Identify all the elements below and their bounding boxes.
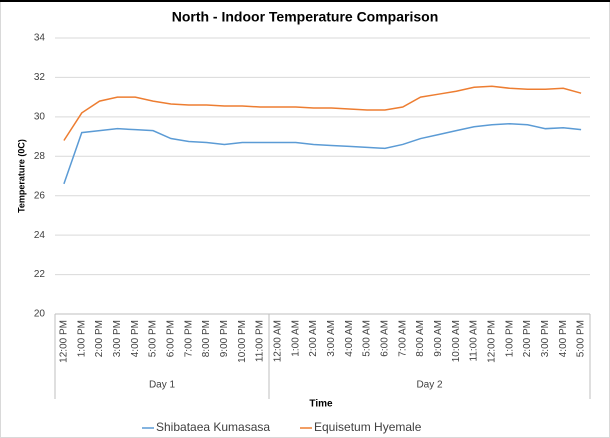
x-axis-title: Time [309,399,333,410]
x-tick-label: 5:00 PM [576,320,587,357]
x-tick-label: 5:00 AM [362,320,373,357]
y-tick-label: 22 [34,269,46,280]
group-label: Day 1 [149,380,176,391]
x-tick-label: 4:00 AM [344,320,355,357]
x-tick-label: 10:00 PM [237,320,248,363]
x-tick-label: 1:00 AM [290,320,301,357]
x-tick-label: 8:00 PM [201,320,212,357]
x-tick-label: 6:00 PM [166,320,177,357]
x-tick-label: 3:00 PM [112,320,123,357]
x-tick-label: 2:00 AM [308,320,319,357]
x-tick-label: 1:00 PM [76,320,87,357]
x-tick-label: 4:00 PM [558,320,569,357]
x-tick-label: 1:00 PM [504,320,515,357]
x-tick-label: 12:00 PM [59,320,70,363]
x-tick-label: 10:00 AM [451,320,462,362]
y-tick-label: 34 [34,33,46,44]
y-tick-label: 30 [34,111,46,122]
y-axis-title: Temperature (0C) [16,139,26,213]
x-tick-label: 9:00 AM [433,320,444,357]
x-tick-label: 12:00 PM [487,320,498,363]
x-tick-label: 2:00 PM [94,320,105,357]
y-tick-label: 28 [34,151,46,162]
y-tick-label: 32 [34,72,46,83]
legend-label: Equisetum Hyemale [314,420,422,434]
x-tick-label: 3:00 PM [540,320,551,357]
y-tick-label: 20 [34,309,46,320]
x-tick-label: 9:00 PM [219,320,230,357]
x-tick-label: 4:00 PM [130,320,141,357]
group-label: Day 2 [416,380,443,391]
x-tick-label: 3:00 AM [326,320,337,357]
y-tick-label: 24 [34,230,46,241]
x-tick-label: 7:00 AM [397,320,408,357]
chart-title: North - Indoor Temperature Comparison [172,9,439,25]
x-tick-label: 7:00 PM [183,320,194,357]
x-tick-label: 5:00 PM [148,320,159,357]
series-line [63,123,582,185]
x-tick-label: 11:00 PM [255,320,266,362]
series-line [63,85,582,141]
x-tick-label: 12:00 AM [273,320,284,362]
x-tick-label: 11:00 AM [469,320,480,362]
x-tick-label: 8:00 AM [415,320,426,357]
x-tick-label: 2:00 PM [522,320,533,357]
x-tick-label: 6:00 AM [380,320,391,357]
legend-label: Shibataea Kumasasa [156,420,270,434]
y-tick-label: 26 [34,190,46,201]
